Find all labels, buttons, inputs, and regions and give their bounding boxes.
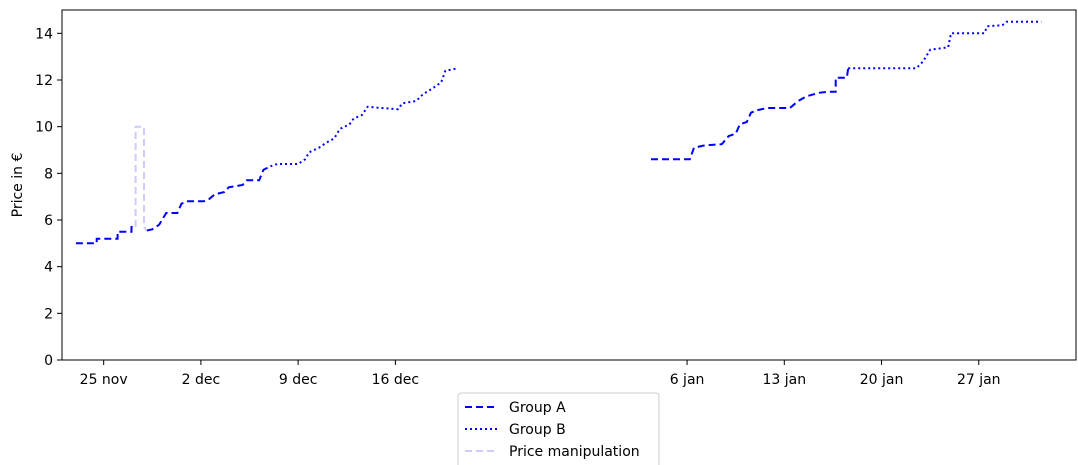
legend-box bbox=[457, 392, 660, 465]
x-axis: 25 nov 2 dec 9 dec 16 dec 6 jan 13 jan 20 jan 2… bbox=[80, 360, 1001, 388]
series-line-group-a-segment-2 bbox=[146, 165, 271, 232]
legend-label: Group A bbox=[509, 400, 566, 416]
legend: Group A Group B Price manipulation bbox=[457, 392, 660, 465]
x-tick-label: 20 jan bbox=[860, 372, 904, 388]
x-tick-label: 13 jan bbox=[762, 372, 806, 388]
legend-label: Price manipulation bbox=[509, 444, 640, 460]
chart-lines bbox=[75, 20, 1042, 245]
y-tick-label: 2 bbox=[44, 306, 53, 322]
x-tick-label: 9 dec bbox=[279, 372, 318, 388]
legend-label: Group B bbox=[509, 422, 566, 438]
x-tick-label: 16 dec bbox=[372, 372, 419, 388]
y-tick-label: 12 bbox=[35, 73, 53, 89]
series-line-group-b-segment-1 bbox=[270, 67, 459, 168]
series-line-group-b-segment-2 bbox=[848, 20, 1042, 70]
series-line-group-a-segment-1 bbox=[75, 226, 136, 245]
y-tick-label: 8 bbox=[44, 166, 53, 182]
plot-frame bbox=[61, 9, 1077, 361]
y-tick-label: 14 bbox=[35, 26, 53, 42]
x-tick-label: 6 jan bbox=[670, 372, 705, 388]
series-line-price-manipulation-segment-1 bbox=[134, 125, 148, 232]
y-tick-label: 4 bbox=[44, 260, 53, 276]
series-line-group-a-segment-3 bbox=[651, 68, 850, 161]
y-tick-label: 6 bbox=[44, 213, 53, 229]
y-tick-label: 10 bbox=[35, 120, 53, 136]
x-tick-label: 2 dec bbox=[182, 372, 221, 388]
y-tick-label: 0 bbox=[44, 353, 53, 369]
y-axis: 0 2 4 6 8 10 12 14 bbox=[35, 26, 62, 369]
y-axis-label: Price in € bbox=[10, 153, 26, 218]
x-tick-label: 25 nov bbox=[80, 372, 128, 388]
x-tick-label: 27 jan bbox=[957, 372, 1001, 388]
